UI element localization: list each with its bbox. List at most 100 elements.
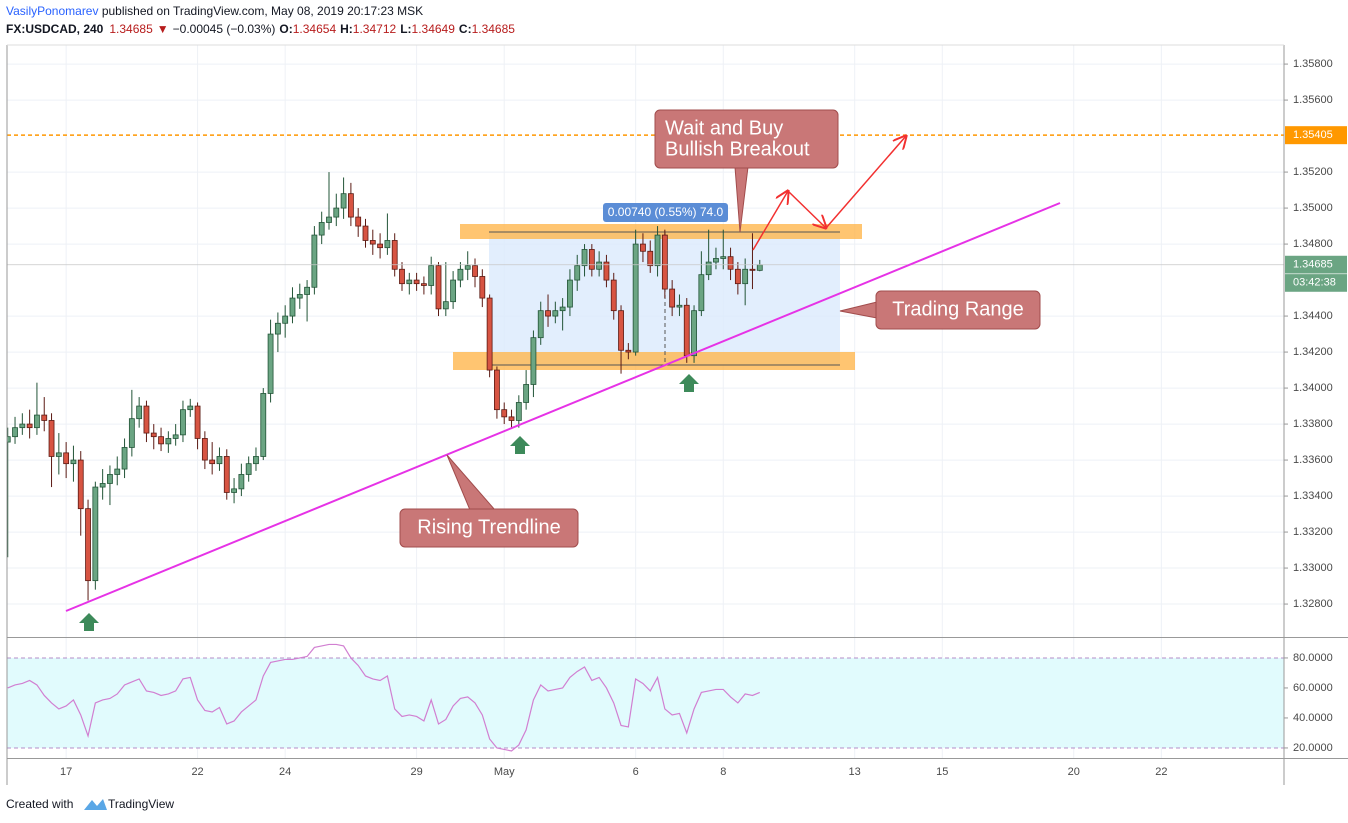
candle-body bbox=[479, 276, 486, 299]
candle-body bbox=[632, 243, 639, 353]
candle-body bbox=[296, 294, 303, 299]
candle-body bbox=[55, 452, 62, 457]
candle-body bbox=[574, 265, 581, 281]
candle-body bbox=[121, 447, 128, 470]
candle-body bbox=[515, 402, 522, 421]
candle-body bbox=[92, 486, 99, 582]
candle-body bbox=[669, 288, 676, 308]
callout-box bbox=[654, 109, 839, 169]
candle-body bbox=[347, 193, 354, 218]
rsi-tick-label: 80.0000 bbox=[1293, 652, 1333, 664]
y-tick-label: 1.34000 bbox=[1293, 382, 1333, 394]
ohlc-key: O: bbox=[279, 22, 292, 36]
rsi-tick-label: 40.0000 bbox=[1293, 712, 1333, 724]
drawings: 0.00740 (0.55%) 74.0 Wait and Buy Bullis… bbox=[65, 109, 1061, 631]
candle-body bbox=[683, 304, 690, 357]
candle-body bbox=[399, 268, 405, 285]
up-arrow bbox=[679, 374, 699, 392]
candle-body bbox=[457, 268, 464, 281]
candle-body bbox=[194, 405, 201, 439]
callout-text: Bullish Breakout bbox=[665, 138, 810, 160]
candle-body bbox=[260, 393, 267, 457]
candle-body bbox=[472, 265, 478, 277]
candle-body bbox=[326, 216, 332, 223]
callout-text: Rising Trendline bbox=[417, 516, 560, 538]
candle-body bbox=[640, 243, 646, 252]
published: published on TradingView.com, May 08, 20… bbox=[98, 4, 423, 18]
candle-body bbox=[486, 297, 493, 371]
candle-body bbox=[647, 250, 654, 267]
x-tick-label: 15 bbox=[936, 766, 948, 778]
measure-label: 0.00740 (0.55%) 74.0 bbox=[608, 205, 724, 219]
candle-body bbox=[537, 310, 544, 339]
x-tick-label: May bbox=[494, 766, 515, 778]
y-tick-label: 1.35800 bbox=[1293, 58, 1333, 70]
candle-body bbox=[567, 279, 573, 308]
candle-body bbox=[19, 423, 26, 429]
author[interactable]: VasilyPonomarev bbox=[6, 4, 98, 18]
callout-box bbox=[875, 290, 1041, 330]
rsi-tick-label: 20.0000 bbox=[1293, 742, 1333, 754]
trendline bbox=[65, 202, 1061, 612]
y-tick-label: 1.33800 bbox=[1293, 418, 1333, 430]
candle-body bbox=[756, 264, 763, 271]
candle-body bbox=[610, 279, 617, 312]
candle-body bbox=[501, 409, 508, 418]
x-tick-label: 13 bbox=[849, 766, 861, 778]
arrow bbox=[825, 136, 906, 229]
candle-body bbox=[282, 315, 289, 324]
rsi-band bbox=[7, 657, 1284, 748]
candle-body bbox=[245, 463, 252, 475]
candle-body bbox=[406, 279, 413, 285]
y-tick-label: 1.33400 bbox=[1293, 490, 1333, 502]
callout-text: Trading Range bbox=[892, 298, 1024, 320]
candle-body bbox=[435, 265, 442, 310]
candle-body bbox=[464, 265, 471, 270]
candles bbox=[7, 134, 1284, 601]
y-tick-label: 1.35000 bbox=[1293, 202, 1333, 214]
candle-body bbox=[238, 474, 245, 490]
ohlc-value: 1.34685 bbox=[472, 22, 516, 36]
header-line: VasilyPonomarev published on TradingView… bbox=[6, 4, 423, 18]
footer-brand[interactable]: TradingView bbox=[108, 797, 174, 811]
arrow bbox=[787, 190, 826, 228]
candle-body bbox=[165, 438, 172, 445]
candle-body bbox=[618, 310, 624, 351]
candle-body bbox=[267, 333, 274, 394]
candle-body bbox=[588, 249, 595, 270]
brand-logo bbox=[84, 799, 107, 810]
y-tick-label: 1.33200 bbox=[1293, 526, 1333, 538]
candle-body bbox=[172, 434, 179, 439]
candle-body bbox=[107, 474, 113, 484]
x-tick-label: 24 bbox=[279, 766, 291, 778]
candle-body bbox=[705, 261, 712, 276]
rsi-tick-label: 60.0000 bbox=[1293, 682, 1333, 694]
candle-body bbox=[413, 279, 420, 285]
candle-body bbox=[530, 337, 537, 385]
candle-body bbox=[143, 405, 150, 434]
up-arrow bbox=[79, 613, 99, 631]
candle-body bbox=[713, 258, 719, 263]
change: −0.00045 (−0.03%) bbox=[173, 22, 276, 36]
candle-body bbox=[355, 216, 362, 227]
ohlc-value: 1.34654 bbox=[293, 22, 337, 36]
x-tick-label: 17 bbox=[60, 766, 72, 778]
candle-body bbox=[340, 193, 347, 209]
y-tick-label: 1.33600 bbox=[1293, 454, 1333, 466]
candle-body bbox=[209, 459, 216, 465]
y-tick-label: 1.34800 bbox=[1293, 238, 1333, 250]
x-tick-label: 8 bbox=[720, 766, 726, 778]
candle-body bbox=[362, 225, 369, 241]
candle-body bbox=[384, 240, 391, 249]
candle-body bbox=[552, 310, 559, 317]
candle-body bbox=[70, 459, 77, 465]
candle-body bbox=[603, 261, 610, 281]
candle-body bbox=[450, 279, 457, 303]
y-tick-label: 1.34200 bbox=[1293, 346, 1333, 358]
candle-body bbox=[187, 405, 194, 411]
candle-body bbox=[749, 268, 756, 271]
candle-body bbox=[421, 283, 427, 286]
candle-body bbox=[720, 256, 727, 259]
callout-pointer bbox=[446, 454, 497, 511]
